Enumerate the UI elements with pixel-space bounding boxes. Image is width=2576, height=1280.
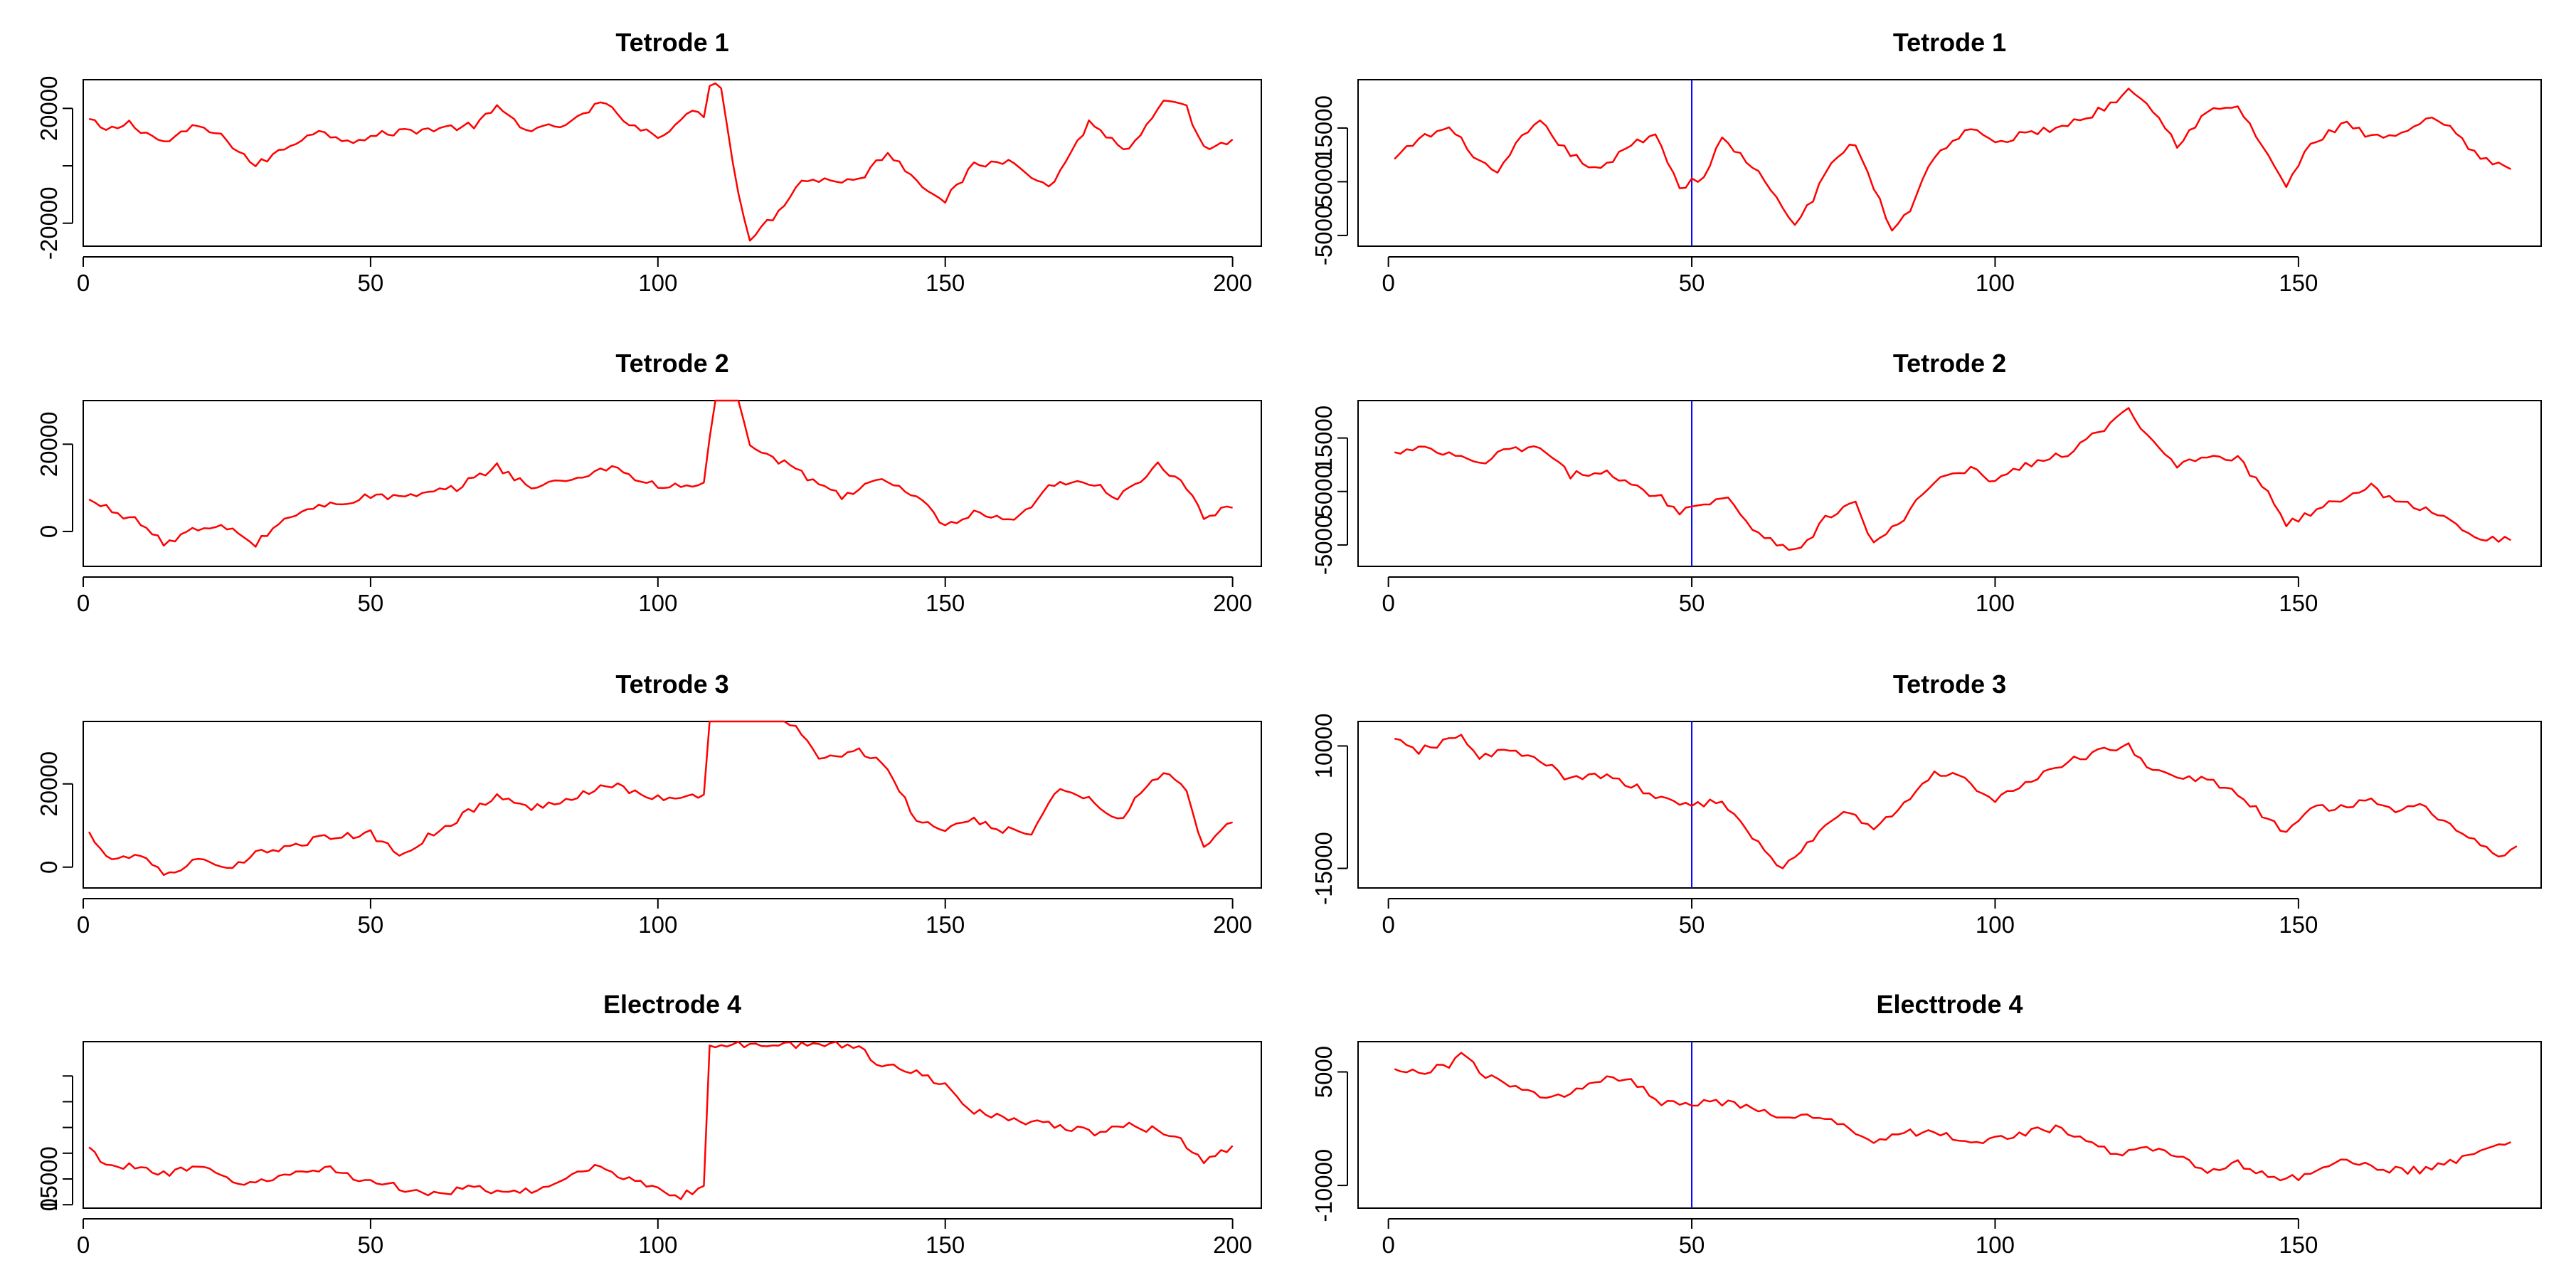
chart-title: Tetrode 1 (615, 28, 728, 57)
chart-title: Electtrode 4 (1876, 990, 2023, 1019)
x-tick-label: 0 (77, 590, 90, 616)
y-tick-label: -5000 (1310, 515, 1337, 575)
y-tick-label: 10000 (1310, 714, 1337, 779)
plot-frame (83, 79, 1262, 247)
y-tick-label: -5000 (1310, 206, 1337, 265)
x-tick-label: 50 (358, 590, 384, 616)
y-tick-label: 20000 (36, 751, 62, 817)
x-tick-label: 0 (1382, 270, 1394, 296)
x-tick-label: 0 (77, 270, 90, 296)
chart-panel: Electtrode 4 0 50 100 150 -10000 5000 (1310, 990, 2542, 1258)
x-tick-label: 100 (638, 590, 677, 616)
plot-frame (83, 400, 1262, 567)
x-tick-label: 0 (77, 911, 90, 938)
y-tick-label: 20000 (36, 75, 62, 141)
chart-title: Tetrode 3 (615, 670, 728, 699)
chart-title: Tetrode 2 (615, 349, 728, 378)
x-tick-label: 50 (1679, 270, 1705, 296)
x-tick-label: 150 (2279, 1232, 2318, 1258)
plot-frame (1357, 721, 2542, 889)
y-tick-label: 0 (36, 525, 62, 538)
x-tick-label: 150 (926, 270, 965, 296)
x-tick-label: 100 (638, 911, 677, 938)
x-tick-label: 200 (1213, 1232, 1252, 1258)
y-tick-label: -20000 (36, 186, 62, 260)
y-tick-label: 15000 (1310, 95, 1337, 161)
x-tick-label: 0 (77, 1232, 90, 1258)
data-series-line (88, 82, 1234, 242)
x-tick-label: 200 (1213, 911, 1252, 938)
chart-title: Tetrode 1 (1893, 28, 2006, 57)
data-series-line (1394, 1052, 2511, 1182)
data-series-line (88, 720, 1233, 877)
x-tick-label: 100 (638, 1232, 677, 1258)
data-series-line (1394, 734, 2518, 869)
x-tick-label: 150 (2279, 270, 2318, 296)
y-tick-label: -10000 (1310, 1149, 1337, 1222)
x-tick-label: 200 (1213, 270, 1252, 296)
y-tick-label: 15000 (36, 1146, 62, 1212)
x-tick-label: 0 (1382, 590, 1394, 616)
chart-panel: Tetrode 2 0 50 100 150 200 0 20000 (36, 349, 1262, 616)
y-tick-label: 0 (36, 1198, 62, 1211)
chart-panel: Tetrode 3 0 50 100 150 200 0 20000 (36, 670, 1262, 938)
plot-frame (83, 1041, 1262, 1209)
plot-frame (1357, 79, 2542, 247)
x-tick-label: 50 (1679, 1232, 1705, 1258)
chart-title: Tetrode 3 (1893, 670, 2006, 699)
y-tick-label: 5000 (1310, 156, 1337, 208)
y-tick-label: -15000 (1310, 832, 1337, 905)
x-tick-label: 50 (358, 270, 384, 296)
y-tick-label: 5000 (1310, 1046, 1337, 1098)
chart-panel: Tetrode 3 0 50 100 150 -15000 10000 (1310, 670, 2542, 938)
y-tick-label: 20000 (36, 411, 62, 477)
x-tick-label: 150 (2279, 911, 2318, 938)
x-tick-label: 100 (638, 270, 677, 296)
x-tick-label: 50 (1679, 911, 1705, 938)
x-tick-label: 150 (926, 590, 965, 616)
y-tick-label: 15000 (1310, 406, 1337, 471)
x-tick-label: 50 (358, 1232, 384, 1258)
data-series-line (88, 1040, 1234, 1200)
x-tick-label: 0 (1382, 911, 1394, 938)
x-tick-label: 100 (1976, 1232, 2015, 1258)
y-tick-label: 0 (36, 861, 62, 874)
data-series-line (1394, 407, 2512, 551)
plot-frame (1357, 400, 2542, 567)
x-tick-label: 150 (2279, 590, 2318, 616)
data-series-line (1394, 88, 2511, 232)
x-tick-label: 0 (1382, 1232, 1394, 1258)
x-tick-label: 50 (358, 911, 384, 938)
data-series-line (88, 399, 1233, 548)
plot-frame (1357, 1041, 2542, 1209)
chart-panel: Tetrode 1 0 50 100 150 200 -20000 20000 (36, 28, 1262, 296)
x-tick-label: 200 (1213, 590, 1252, 616)
x-tick-label: 150 (926, 911, 965, 938)
chart-title: Tetrode 2 (1893, 349, 2006, 378)
x-tick-label: 150 (926, 1232, 965, 1258)
chart-title: Electrode 4 (603, 990, 741, 1019)
x-tick-label: 100 (1976, 590, 2015, 616)
x-tick-label: 50 (1679, 590, 1705, 616)
x-tick-label: 100 (1976, 270, 2015, 296)
y-tick-label: 5000 (1310, 465, 1337, 517)
x-tick-label: 100 (1976, 911, 2015, 938)
plot-frame (83, 721, 1262, 889)
